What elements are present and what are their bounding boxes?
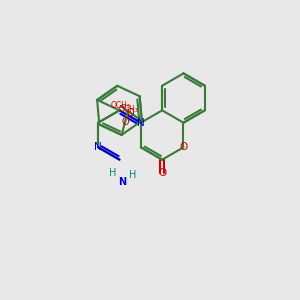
Text: O: O [121,117,129,127]
Text: H: H [129,170,136,180]
Text: H: H [110,168,117,178]
Text: N: N [118,178,127,188]
Text: N: N [94,142,102,152]
Text: O: O [158,168,166,178]
Text: OCH₃: OCH₃ [118,105,138,114]
Text: OCH₃: OCH₃ [111,101,130,110]
Text: O: O [127,108,134,118]
Text: O: O [179,142,188,152]
Text: N: N [137,118,145,128]
